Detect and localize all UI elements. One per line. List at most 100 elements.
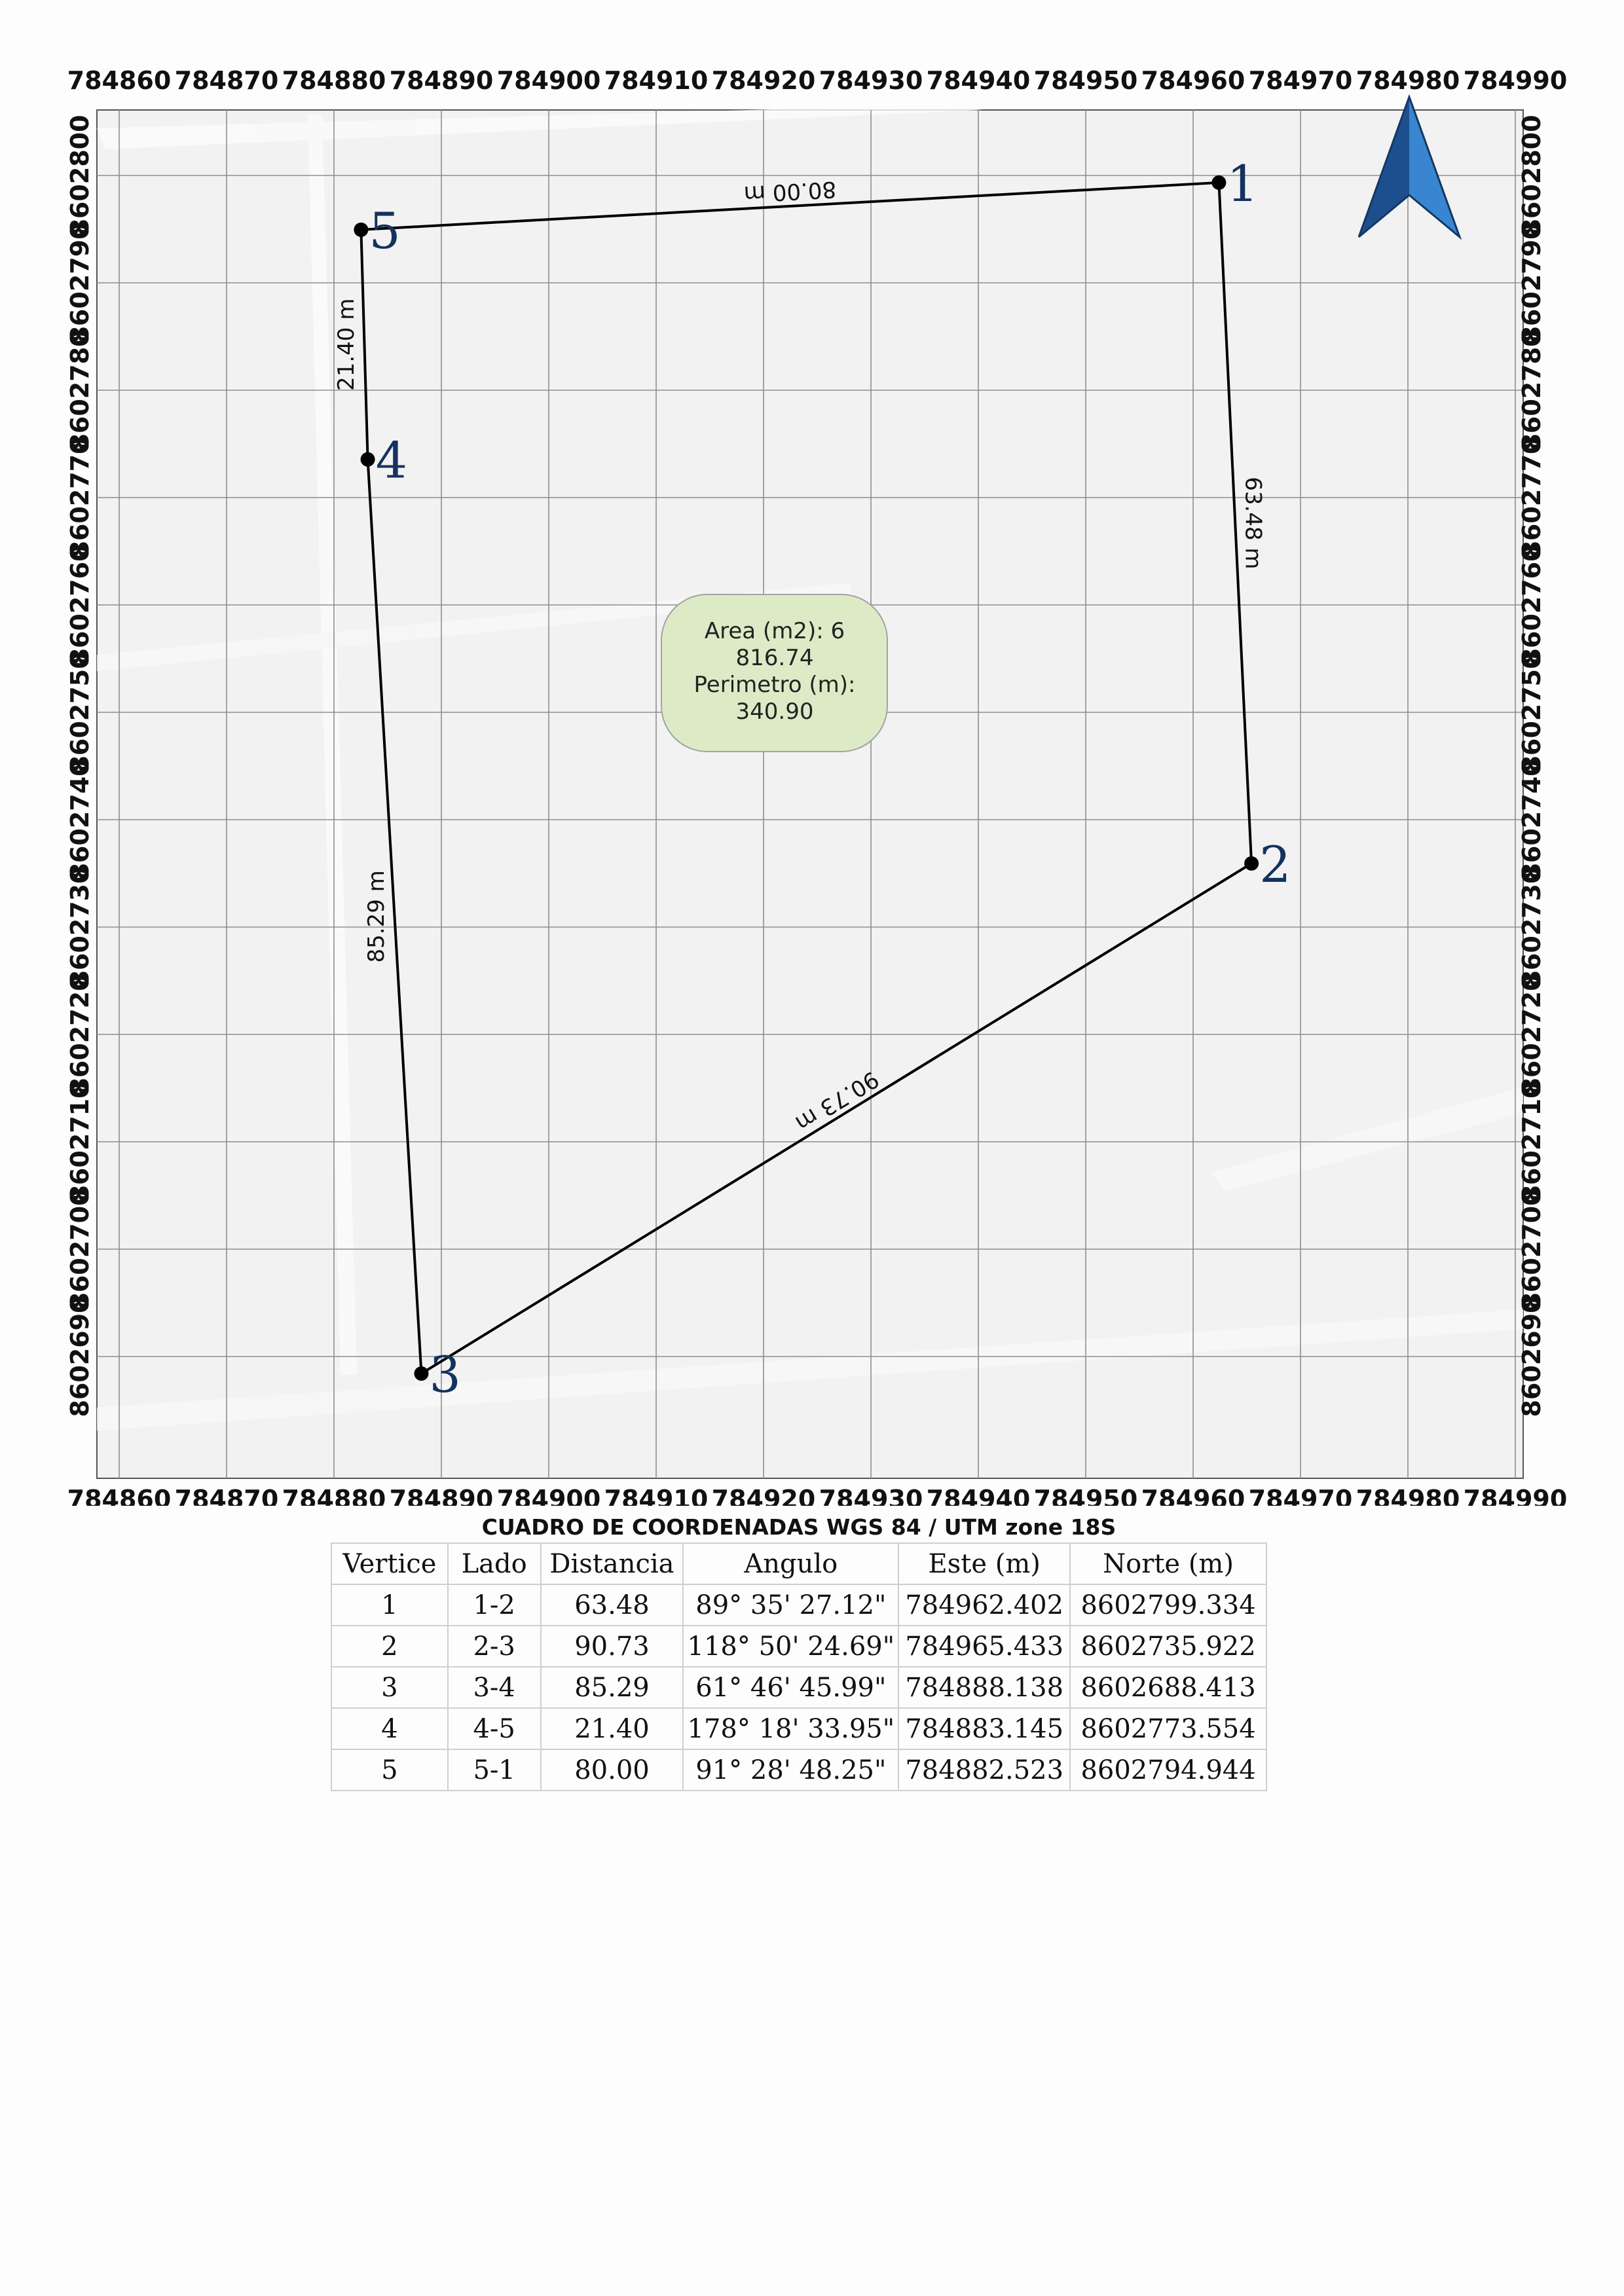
column-header: Norte (m) <box>1069 1542 1267 1585</box>
y-tick-label: 8602790 <box>1517 222 1546 343</box>
table-row: 2 2-3 90.73 118° 50' 24.69" 784965.433 8… <box>331 1625 1267 1667</box>
x-tick-label: 784860 <box>67 1485 172 1506</box>
y-tick-label: 8602770 <box>65 437 94 558</box>
y-tick-label: 8602760 <box>65 544 94 665</box>
side-length-label: 63.48 m <box>1240 477 1266 569</box>
y-tick-label: 8602750 <box>65 651 94 773</box>
table-cell: 89° 35' 27.12" <box>682 1584 900 1626</box>
x-tick-label: 784910 <box>604 66 709 95</box>
area-value: 816.74 <box>736 645 814 671</box>
table-header-row: Vertice Lado Distancia Angulo Este (m) N… <box>331 1542 1267 1585</box>
y-tick-label: 8602790 <box>65 222 94 343</box>
table-cell: 8602773.554 <box>1069 1707 1267 1750</box>
y-tick-label: 8602740 <box>65 759 94 880</box>
y-tick-label: 8602800 <box>65 115 94 236</box>
column-header: Este (m) <box>898 1542 1071 1585</box>
column-header: Angulo <box>682 1542 900 1585</box>
x-tick-label: 784890 <box>390 66 494 95</box>
vertex-point <box>1244 856 1259 871</box>
table-cell: 90.73 <box>540 1625 684 1667</box>
column-header: Vertice <box>331 1542 449 1585</box>
table-cell: 1 <box>331 1584 449 1626</box>
vertex-label: 1 <box>1227 155 1258 213</box>
x-tick-label: 784880 <box>282 1485 386 1506</box>
x-tick-label: 784920 <box>712 1485 816 1506</box>
coordinates-table-block: CUADRO DE COORDENADAS WGS 84 / UTM zone … <box>331 1512 1267 1791</box>
side-length-label: 85.29 m <box>363 870 390 962</box>
map: 784860 784870 784880 784890 784900 784910 7849… <box>65 66 1568 1506</box>
y-tick-label: 8602690 <box>1517 1296 1546 1417</box>
y-tick-label: 8602800 <box>1517 115 1546 236</box>
table-cell: 1-2 <box>447 1584 542 1626</box>
y-tick-label: 8602780 <box>65 329 94 450</box>
table-cell: 118° 50' 24.69" <box>682 1625 900 1667</box>
table-cell: 5-1 <box>447 1749 542 1791</box>
vertex-point <box>360 452 375 467</box>
x-tick-label: 784890 <box>390 1485 494 1506</box>
table-cell: 2-3 <box>447 1625 542 1667</box>
x-tick-label: 784960 <box>1141 1485 1246 1506</box>
table-cell: 21.40 <box>540 1707 684 1750</box>
grid-lines <box>97 110 1523 1478</box>
column-header: Distancia <box>540 1542 684 1585</box>
table-cell: 8602794.944 <box>1069 1749 1267 1791</box>
vertex-label: 4 <box>376 431 407 490</box>
y-tick-label: 8602720 <box>65 974 94 1095</box>
table-cell: 784882.523 <box>898 1749 1071 1791</box>
y-tick-label: 8602700 <box>65 1188 94 1309</box>
x-tick-label: 784870 <box>175 66 279 95</box>
table-title: CUADRO DE COORDENADAS WGS 84 / UTM zone … <box>481 1514 1116 1540</box>
y-tick-labels-right: 8602690860270086027108602720860273086027… <box>1517 115 1546 1417</box>
table-cell: 3-4 <box>447 1666 542 1709</box>
side-length-label: 80.00 m <box>743 176 837 208</box>
table-cell: 784888.138 <box>898 1666 1071 1709</box>
y-tick-label: 8602730 <box>1517 866 1546 987</box>
x-tick-label: 784950 <box>1034 66 1138 95</box>
table-cell: 91° 28' 48.25" <box>682 1749 900 1791</box>
table-cell: 784962.402 <box>898 1584 1071 1626</box>
y-tick-label: 8602730 <box>65 866 94 987</box>
table-cell: 3 <box>331 1666 449 1709</box>
table-row: 1 1-2 63.48 89° 35' 27.12" 784962.402 86… <box>331 1584 1267 1626</box>
area-info-box: Area (m2): 6 816.74 Perimetro (m): 340.9… <box>661 594 888 752</box>
y-tick-label: 8602690 <box>65 1296 94 1417</box>
y-tick-label: 8602780 <box>1517 329 1546 450</box>
x-tick-label: 784900 <box>497 1485 601 1506</box>
table-cell: 61° 46' 45.99" <box>682 1666 900 1709</box>
table-cell: 784965.433 <box>898 1625 1071 1667</box>
table-cell: 85.29 <box>540 1666 684 1709</box>
table-row: 4 4-5 21.40 178° 18' 33.95" 784883.145 8… <box>331 1707 1267 1750</box>
x-tick-label: 784910 <box>604 1485 709 1506</box>
table-cell: 8602799.334 <box>1069 1584 1267 1626</box>
table-cell: 8602688.413 <box>1069 1666 1267 1709</box>
x-tick-labels-bottom: 784860 784870 784880 784890 784900 784910 7849… <box>67 1485 1568 1506</box>
side-length-label: 21.40 m <box>333 299 360 391</box>
table-cell: 178° 18' 33.95" <box>682 1707 900 1750</box>
x-tick-label: 784960 <box>1141 66 1246 95</box>
x-tick-label: 784980 <box>1356 1485 1460 1506</box>
y-tick-labels-left: 8602690860270086027108602720860273086027… <box>65 115 94 1417</box>
x-tick-label: 784980 <box>1356 66 1460 95</box>
table-cell: 784883.145 <box>898 1707 1071 1750</box>
vertex-point <box>414 1366 429 1381</box>
table-cell: 8602735.922 <box>1069 1625 1267 1667</box>
table-cell: 4-5 <box>447 1707 542 1750</box>
x-tick-label: 784900 <box>497 66 601 95</box>
x-tick-label: 784930 <box>819 1485 923 1506</box>
table-cell: 63.48 <box>540 1584 684 1626</box>
table-cell: 2 <box>331 1625 449 1667</box>
y-tick-label: 8602740 <box>1517 759 1546 880</box>
vertex-label: 3 <box>429 1345 460 1404</box>
x-tick-label: 784870 <box>175 1485 279 1506</box>
table-cell: 5 <box>331 1749 449 1791</box>
x-tick-label: 784950 <box>1034 1485 1138 1506</box>
y-tick-label: 8602700 <box>1517 1188 1546 1309</box>
parcel-boundary <box>360 181 1253 1376</box>
table-cell: 80.00 <box>540 1749 684 1791</box>
y-tick-label: 8602750 <box>1517 651 1546 773</box>
table-row: 3 3-4 85.29 61° 46' 45.99" 784888.138 86… <box>331 1666 1267 1709</box>
y-tick-label: 8602710 <box>65 1081 94 1202</box>
table-row: 5 5-1 80.00 91° 28' 48.25" 784882.523 86… <box>331 1749 1267 1791</box>
vertex-point <box>354 222 369 237</box>
x-tick-label: 784990 <box>1464 66 1568 95</box>
